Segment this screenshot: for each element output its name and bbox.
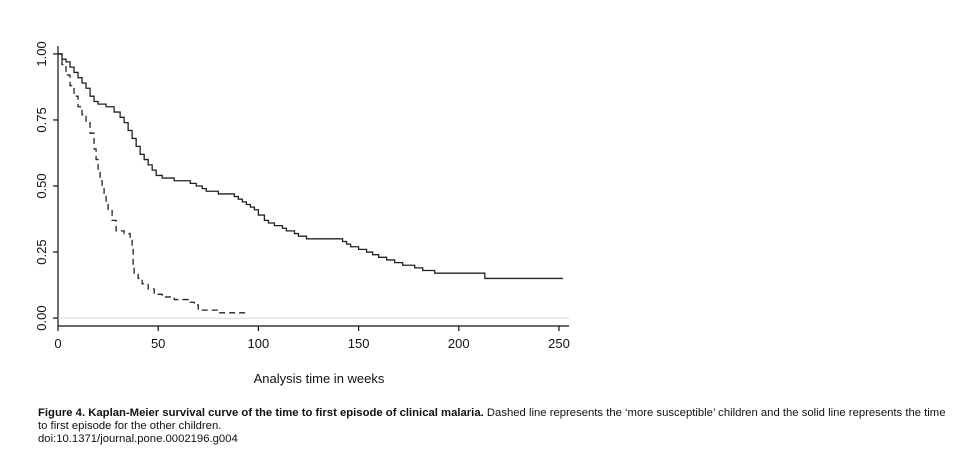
x-tick-label: 50 [151,336,165,351]
x-tick-label: 150 [348,336,370,351]
figure-description: Dashed line represents the ‘more suscept… [38,407,946,432]
chart-axes: 0.00 0.25 0.50 0.75 1.00 0 50 100 150 200 250 [34,41,570,351]
x-tick-label: 100 [248,336,270,351]
x-tick-label: 250 [548,336,570,351]
solid-survival-curve [58,53,563,280]
y-tick-label: 0.50 [34,173,49,198]
x-tick-label: 200 [448,336,470,351]
x-ticks: 0 50 100 150 200 250 [54,326,570,351]
y-tick-label: 0.25 [34,239,49,264]
y-tick-label: 0.00 [34,305,49,330]
km-chart: 0.00 0.25 0.50 0.75 1.00 0 50 100 150 200 250 Ana… [34,41,570,386]
figure-title: Kaplan-Meier survival curve of the time … [88,407,484,419]
figure-label: Figure 4. [38,407,86,419]
y-tick-label: 1.00 [34,41,49,66]
x-axis-label: Analysis time in weeks [254,371,385,386]
y-ticks: 0.00 0.25 0.50 0.75 1.00 [34,41,58,331]
dashed-survival-curve [58,53,247,314]
figure-caption: Figure 4. Kaplan-Meier survival curve of… [38,407,958,446]
series-group [58,53,563,314]
figure-doi: doi:10.1371/journal.pone.0002196.g004 [38,433,238,445]
y-tick-label: 0.75 [34,107,49,132]
x-tick-label: 0 [54,336,61,351]
